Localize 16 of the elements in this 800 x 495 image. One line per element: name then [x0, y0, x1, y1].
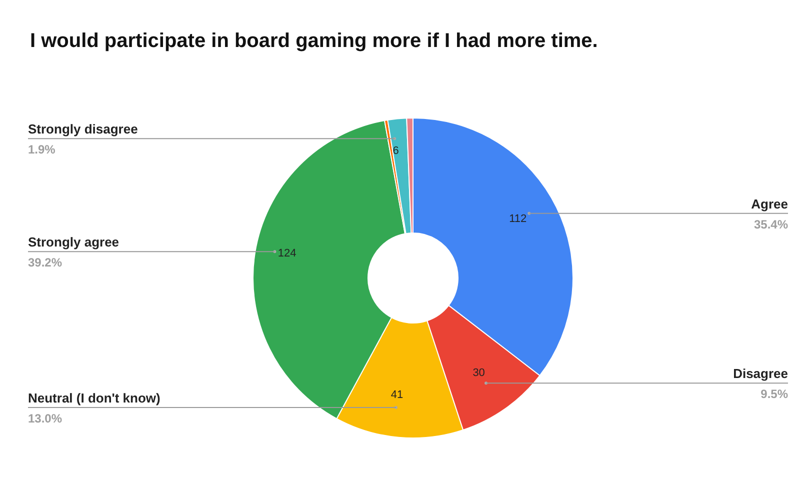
slice-label: Neutral (I don't know) [28, 390, 160, 406]
data-label: 124 [278, 248, 296, 260]
data-label: 41 [390, 389, 404, 402]
text: 1.9% [28, 142, 56, 157]
slice-label: Strongly agree [28, 234, 120, 250]
text: 13.0% [28, 411, 62, 426]
text: 9.5% [760, 387, 788, 402]
data-label: 112 [509, 212, 527, 225]
slice-label: Disagree [733, 366, 788, 382]
text: 35.4% [754, 217, 788, 232]
text: 39.2% [28, 256, 62, 270]
slice-label: Strongly disagree [28, 122, 138, 137]
slice-label: Agree [751, 196, 788, 212]
data-label: 6 [392, 145, 399, 158]
data-label: 30 [472, 366, 485, 379]
chart-title: I would participate in board gaming more if I had more time. [30, 30, 598, 53]
